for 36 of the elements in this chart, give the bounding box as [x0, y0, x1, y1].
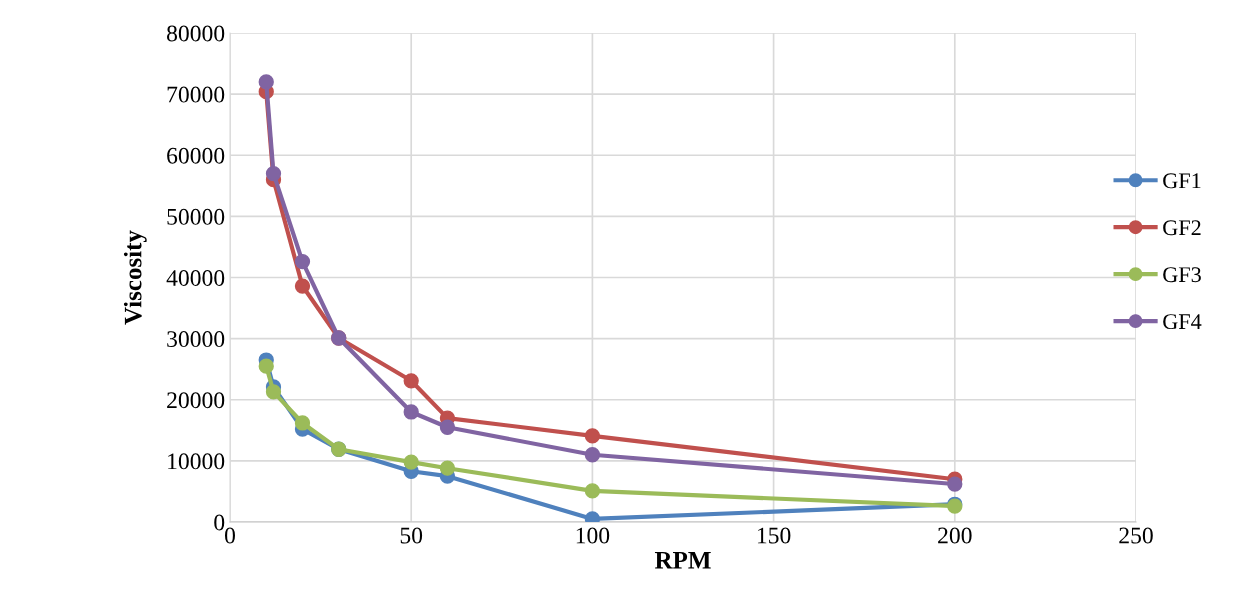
- point: [584, 428, 601, 444]
- point: [947, 476, 963, 492]
- point: [258, 74, 274, 90]
- x-tick-label: 50: [400, 527, 423, 544]
- point: [258, 358, 274, 374]
- x-axis-title: RPM: [654, 552, 711, 569]
- legend-label: GF3: [1163, 267, 1201, 283]
- y-tick-label: 20000: [167, 392, 225, 409]
- point: [439, 419, 456, 435]
- point: [584, 447, 601, 463]
- y-tick-label: 0: [214, 514, 225, 531]
- point: [294, 253, 311, 270]
- legend-label: GF4: [1163, 314, 1202, 330]
- legend-label: GF2: [1163, 220, 1201, 236]
- y-tick-label: 50000: [167, 208, 225, 225]
- point: [403, 404, 419, 420]
- y-tick-label: 60000: [167, 147, 225, 164]
- x-tick-label: 150: [757, 527, 791, 544]
- point: [294, 278, 311, 294]
- point: [294, 415, 311, 431]
- point: [403, 454, 419, 470]
- y-tick-label: 40000: [166, 269, 225, 286]
- point: [403, 373, 419, 389]
- x-tick-label: 200: [938, 527, 972, 544]
- y-tick-label: 80000: [167, 25, 225, 42]
- point: [265, 384, 282, 400]
- legend-label: GF1: [1163, 173, 1201, 189]
- point: [439, 460, 456, 476]
- y-tick-label: 30000: [167, 331, 225, 348]
- y-tick-label: 70000: [167, 86, 225, 103]
- point: [584, 483, 601, 499]
- x-tick-label: 100: [576, 527, 610, 544]
- y-tick-label: 10000: [168, 453, 225, 470]
- x-tick-label: 250: [1119, 527, 1153, 544]
- point: [265, 165, 282, 182]
- y-axis-title: Viscosity: [123, 230, 147, 325]
